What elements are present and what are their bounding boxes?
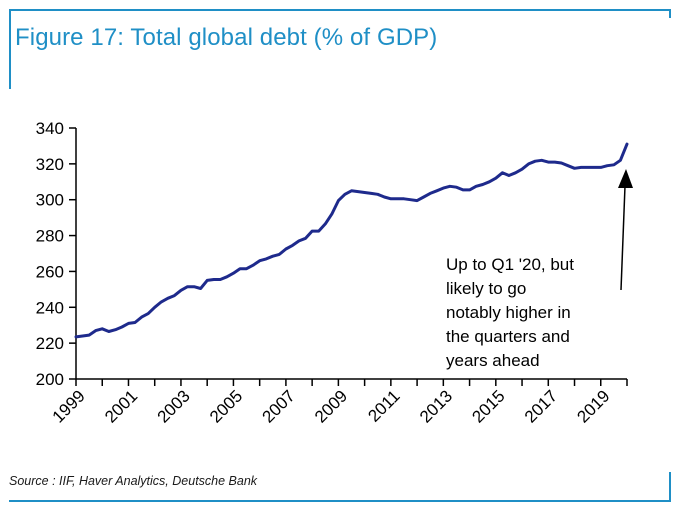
y-tick-label: 340 [36, 119, 64, 138]
x-tick-label: 2013 [416, 386, 456, 426]
annotation: Up to Q1 '20, but likely to go notably hig… [446, 169, 633, 370]
y-tick-label: 320 [36, 155, 64, 174]
x-tick-label: 2001 [101, 386, 141, 426]
y-tick-label: 300 [36, 191, 64, 210]
x-axis: 1999 2001 2003 2005 2007 2009 2011 2013 2015 2017… [49, 378, 628, 427]
series-line-total-global-debt [74, 142, 629, 339]
annotation-line: the quarters and [446, 327, 570, 346]
x-tick-label: 2005 [206, 386, 246, 426]
frame-top-rule [9, 9, 671, 11]
y-tick-label: 280 [36, 227, 64, 246]
annotation-line: Up to Q1 '20, but [446, 255, 574, 274]
annotation-line: notably higher in [446, 303, 571, 322]
x-tick-label: 2003 [154, 386, 194, 426]
x-tick-label: 2007 [259, 386, 299, 426]
y-tick-label: 260 [36, 262, 64, 281]
x-tick-label: 2009 [311, 386, 351, 426]
annotation-arrow-head [618, 169, 633, 188]
chart-title: Figure 17: Total global debt (% of GDP) [15, 24, 438, 51]
frame-left-accent [9, 9, 11, 89]
annotation-line: likely to go [446, 279, 526, 298]
frame-top-tick [669, 9, 671, 18]
annotation-line: years ahead [446, 351, 540, 370]
source-note: Source : IIF, Haver Analytics, Deutsche … [9, 474, 258, 488]
x-tick-label: 1999 [49, 386, 89, 426]
y-axis: 200 220 240 260 280 300 320 340 [36, 119, 77, 389]
x-tick-label: 2011 [364, 386, 403, 425]
y-tick-label: 220 [36, 334, 64, 353]
y-tick-label: 200 [36, 370, 64, 389]
y-tick-label: 240 [36, 298, 64, 317]
frame-bottom-rule [9, 500, 671, 502]
x-tick-label: 2019 [573, 386, 613, 426]
annotation-arrow-shaft [620, 185, 626, 291]
x-tick-label: 2017 [521, 386, 561, 426]
x-tick-label: 2015 [468, 386, 508, 426]
frame-bottom-tick [669, 472, 671, 502]
